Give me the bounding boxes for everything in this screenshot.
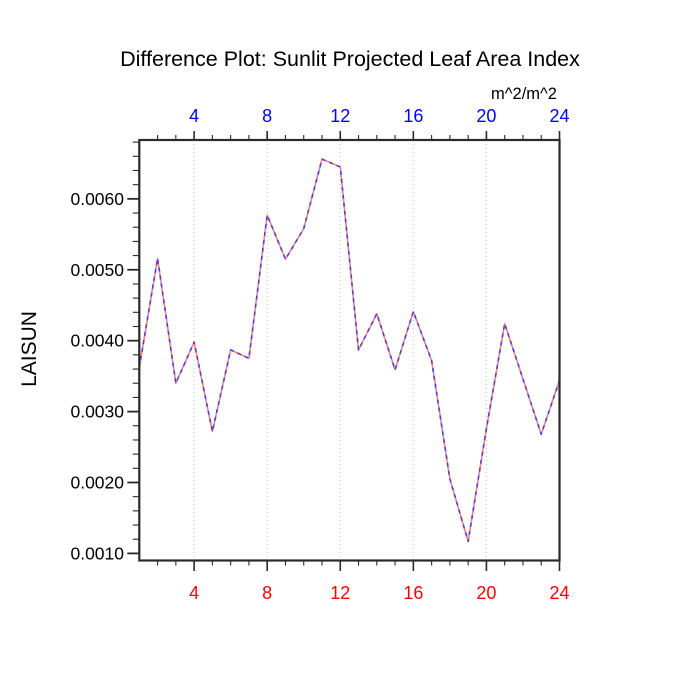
x-axis-top-tick-label: 20: [476, 106, 496, 126]
y-axis-tick-label: 0.0050: [70, 260, 124, 280]
x-axis-top-tick-label: 24: [549, 106, 569, 126]
y-axis-tick-label: 0.0020: [70, 472, 124, 492]
axis-tick-labels: 4 4 8 8 12 12 16 16 20 20 24 24 0.0010 0.0020 0.0030 0.…: [70, 106, 569, 603]
y-axis-title: LAISUN: [18, 311, 41, 387]
y-axis-tick-label: 0.0030: [70, 402, 124, 422]
x-axis-top-tick-label: 16: [403, 106, 423, 126]
plot-frame: [138, 138, 561, 562]
x-axis-top-tick-label: 8: [262, 106, 272, 126]
x-axis-top-tick-label: 12: [330, 106, 350, 126]
x-axis-bottom-tick-label: 12: [330, 583, 350, 603]
y-axis-tick-label: 0.0040: [70, 331, 124, 351]
x-axis-bottom-tick-label: 4: [189, 583, 199, 603]
x-axis-bottom-tick-label: 24: [549, 583, 569, 603]
x-axis-bottom-tick-label: 8: [262, 583, 272, 603]
x-axis-bottom-tick-label: 20: [476, 583, 496, 603]
plot-frame-border: [138, 138, 561, 562]
data-series: [138, 158, 561, 543]
plot-title: Difference Plot: Sunlit Projected Leaf A…: [120, 47, 580, 71]
y-axis-tick-label: 0.0060: [70, 189, 124, 209]
y-axis-tick-label: 0.0010: [70, 543, 124, 563]
gridlines: [193, 140, 487, 561]
series-line-red: [138, 158, 561, 543]
series-line-blue: [138, 158, 561, 543]
x-axis-bottom-tick-label: 16: [403, 583, 423, 603]
x-axis-top-tick-label: 4: [189, 106, 199, 126]
top-axis-units-label: m^2/m^2: [491, 85, 557, 103]
